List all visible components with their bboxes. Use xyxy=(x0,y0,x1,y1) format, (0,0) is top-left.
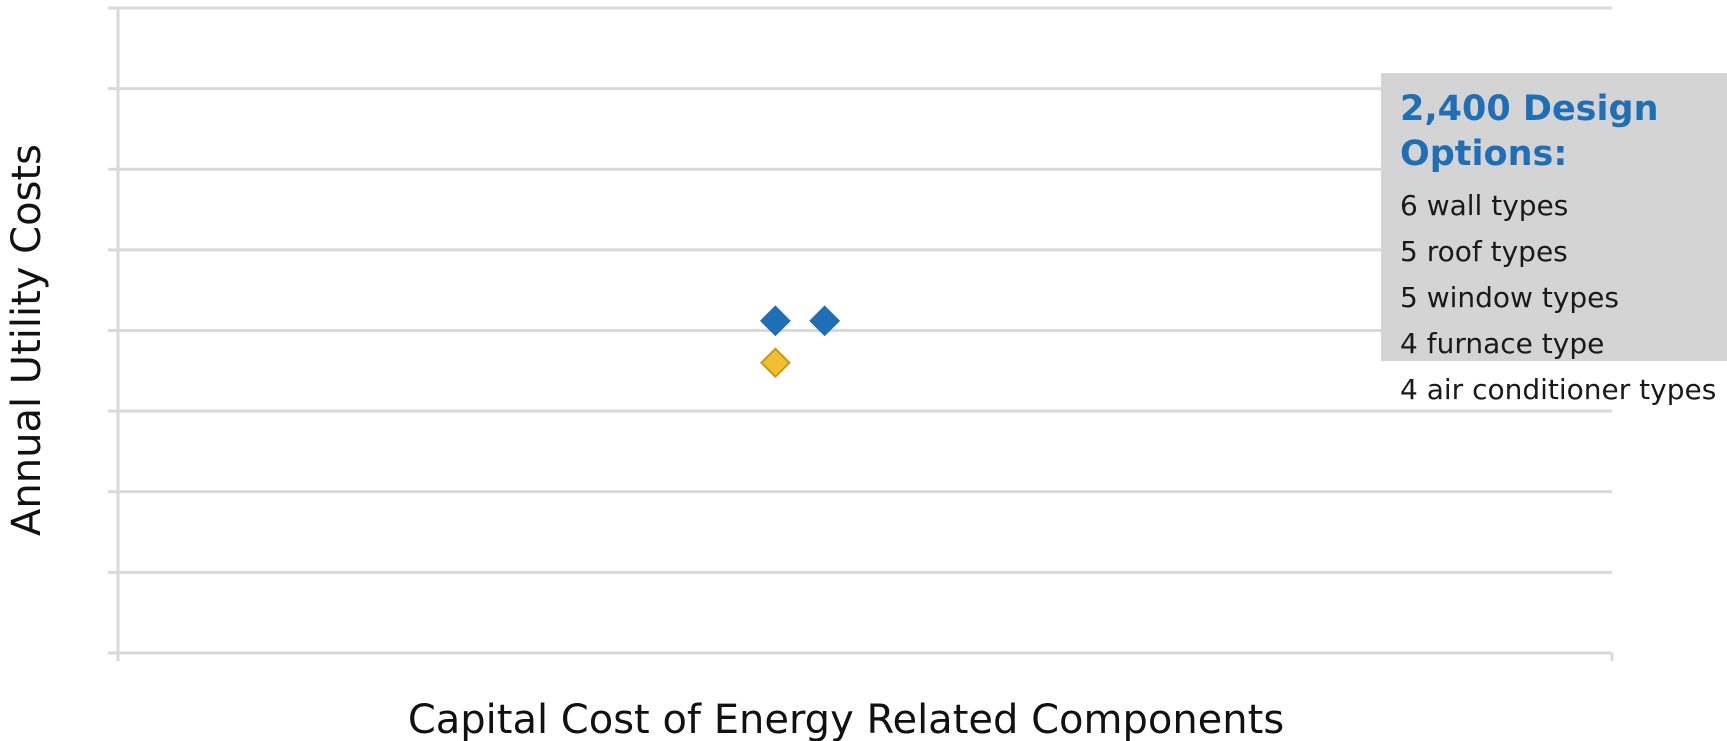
axes xyxy=(108,8,1614,661)
data-points xyxy=(759,305,841,379)
design-options-callout: 2,400 Design Options: 6 wall types 5 roo… xyxy=(1381,73,1727,406)
x-axis-title: Capital Cost of Energy Related Component… xyxy=(408,697,1284,741)
data-point-blue xyxy=(809,305,841,337)
callout-item: 4 air conditioner types xyxy=(1400,373,1717,406)
callout-item: 5 window types xyxy=(1400,281,1619,314)
data-point-blue xyxy=(759,305,791,337)
callout-title: 2,400 Design Options: xyxy=(1400,89,1659,174)
callout-item: 6 wall types xyxy=(1400,189,1569,222)
y-axis-title: Annual Utility Costs xyxy=(4,144,50,536)
callout-item: 4 furnace type xyxy=(1400,327,1605,360)
callout-item: 5 roof types xyxy=(1400,235,1568,268)
data-point-yellow xyxy=(759,347,791,379)
callout-list: 6 wall types 5 roof types 5 window types… xyxy=(1400,183,1727,413)
gridlines xyxy=(108,6,1612,574)
